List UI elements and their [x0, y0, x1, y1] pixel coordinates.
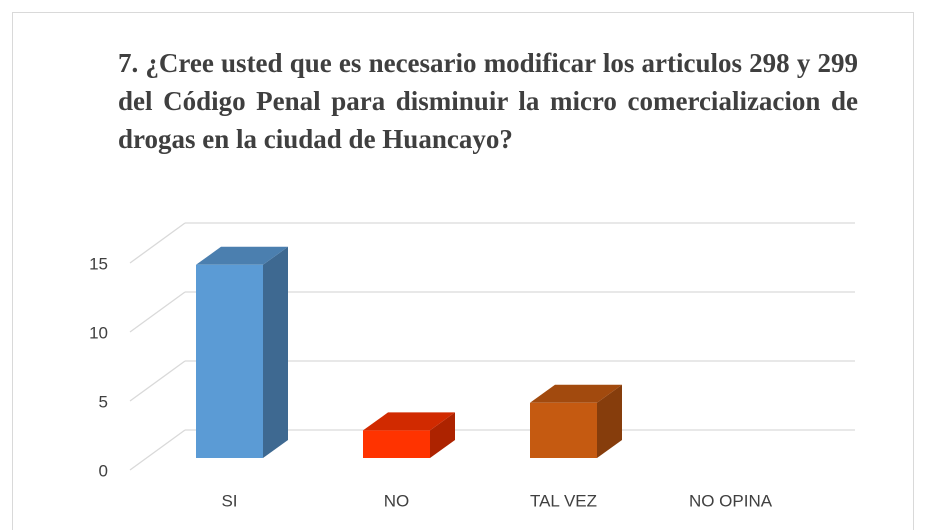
- grid-line: [129, 429, 186, 471]
- y-tick-label: 0: [99, 461, 108, 480]
- grid-line: [129, 222, 186, 264]
- grid-line: [129, 291, 186, 333]
- y-tick-label: 15: [89, 254, 108, 273]
- bar-top: [363, 412, 455, 431]
- y-tick-label: 5: [99, 392, 108, 411]
- bar-top: [196, 246, 288, 265]
- bar-side: [597, 384, 622, 458]
- bar: [530, 402, 597, 458]
- grid-line: [129, 360, 186, 402]
- y-tick-label: 10: [89, 323, 108, 342]
- bar-top: [530, 384, 622, 403]
- x-tick-label: TAL VEZ: [530, 491, 597, 510]
- bar-side: [430, 412, 455, 458]
- bar: [196, 264, 263, 458]
- x-tick-label: NO OPINA: [689, 491, 773, 510]
- chart-title: 7. ¿Cree usted que es necesario modifica…: [118, 48, 858, 154]
- bar-side: [263, 246, 288, 458]
- x-tick-label: NO: [384, 491, 410, 510]
- chart-frame: [12, 12, 914, 530]
- bar: [363, 430, 430, 458]
- x-tick-label: SI: [221, 491, 237, 510]
